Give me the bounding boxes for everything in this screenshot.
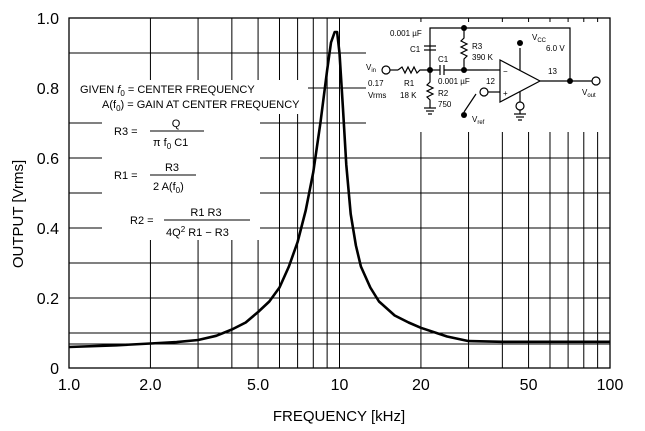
response-curve [68,30,610,349]
given-note: GIVEN f0 = CENTER FREQUENCY [80,84,255,98]
y-tick-label: 0.8 [37,81,59,98]
r1-label: R1 [404,79,415,88]
r1-formula-den: 2 A(f0) [153,181,184,195]
y-tick-label: 0 [50,361,59,378]
r2-label: R2 [438,89,449,98]
r3-formula-num: Q [172,118,181,130]
x-tick-label: 100 [597,377,624,394]
r3-value: 390 K [472,53,494,62]
vin-amplitude: 0.17 [368,79,384,88]
c-top-label: 0.001 µF [390,29,422,38]
r1-value: 18 K [400,91,417,100]
pin12-label: 12 [486,77,495,86]
x-tick-label: 10 [331,377,349,394]
vcc-value: 6.0 V [546,44,565,53]
minus-pin: − [503,67,508,76]
plus-pin: + [503,89,508,98]
vin-label: Vin [366,63,376,74]
tick-labels: 1.0 2.0 5.0 10 20 50 100 0 0.2 0.4 0.6 0.8 1.0 [37,11,624,394]
x-axis-label: FREQUENCY [kHz] [273,408,405,425]
r1-formula-lhs: R1 = [114,170,138,182]
x-tick-label: 50 [520,377,538,394]
x-tick-label: 5.0 [247,377,269,394]
y-axis-label: OUTPUT [Vrms] [10,160,27,268]
x-tick-label: 2.0 [139,377,161,394]
y-tick-label: 0.2 [37,291,59,308]
pin13-label: 13 [548,67,557,76]
y-tick-label: 0.4 [37,221,59,238]
circuit-schematic: 0.001 µF C1 R3 390 K VCC 6.0 V Vin 0.17 … [366,22,612,132]
c1-top-label: C1 [410,45,421,54]
series-line [68,30,610,349]
y-tick-label: 1.0 [37,11,59,28]
vout-label: Vout [582,88,596,99]
gain-note: A(f0) = GAIN AT CENTER FREQUENCY [102,99,300,113]
y-tick-label: 0.6 [37,151,59,168]
x-tick-label: 1.0 [58,377,80,394]
r3-formula-lhs: R3 = [114,126,138,138]
r3-label: R3 [472,42,483,51]
c1-mid-label: C1 [438,55,449,64]
x-tick-label: 20 [412,377,430,394]
vcc-label: VCC [532,33,547,44]
r2-value: 750 [438,100,452,109]
r1-formula-num: R3 [165,162,179,174]
r3-formula-den: π f0 C1 [153,137,188,151]
plot-frame [68,17,611,369]
c-mid-label: 0.001 µF [438,77,470,86]
r2-formula-num: R1 R3 [190,207,221,219]
vin-unit: Vrms [368,91,386,100]
r2-formula-lhs: R2 = [130,215,154,227]
vref-label: Vref [472,115,485,126]
formula-annotations: GIVEN f0 = CENTER FREQUENCY A(f0) = GAIN… [64,80,308,240]
r2-formula-den: 4Q2 R1 − R3 [166,225,229,239]
